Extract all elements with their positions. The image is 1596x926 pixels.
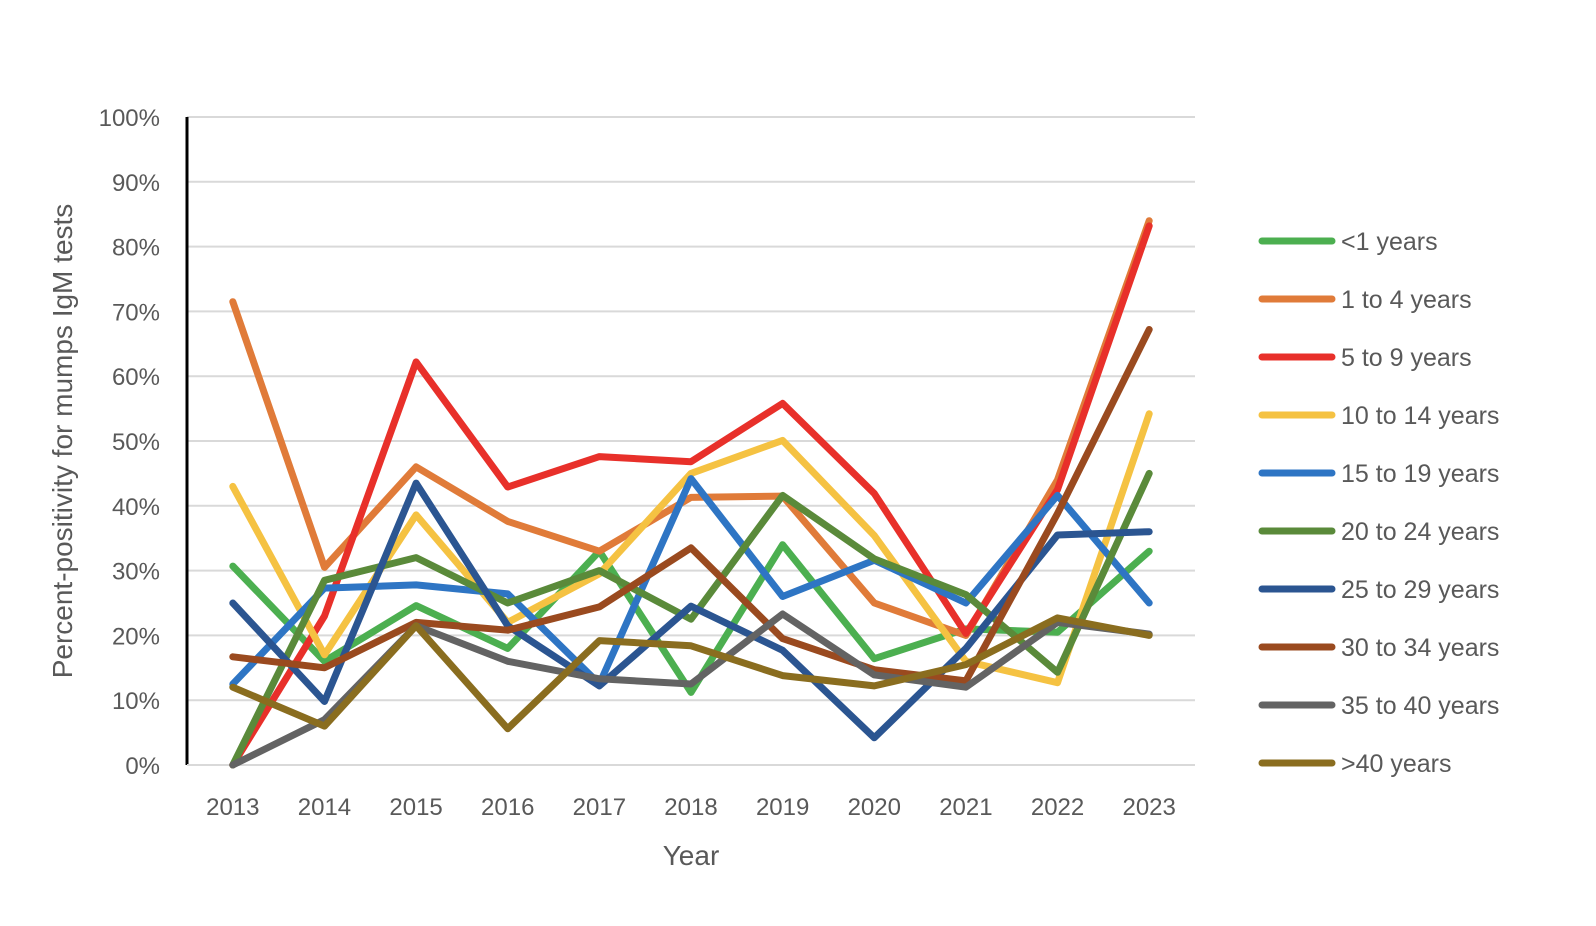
y-tick-label: 60% xyxy=(112,364,160,391)
legend-item: <1 years xyxy=(1258,228,1438,256)
x-tick-label: 2014 xyxy=(298,794,351,821)
legend-item: >40 years xyxy=(1258,750,1452,778)
y-tick-label: 20% xyxy=(112,623,160,650)
y-axis-title: Percent-positivity for mumps IgM tests xyxy=(47,204,78,679)
legend-label: 35 to 40 years xyxy=(1341,692,1499,720)
y-tick-label: 80% xyxy=(112,235,160,262)
legend-item: 35 to 40 years xyxy=(1258,692,1499,720)
legend-label: 5 to 9 years xyxy=(1341,344,1472,372)
legend-item: 10 to 14 years xyxy=(1258,402,1499,430)
y-tick-label: 40% xyxy=(112,494,160,521)
legend-item: 30 to 34 years xyxy=(1258,634,1499,662)
x-tick-label: 2015 xyxy=(389,794,442,821)
legend-item: 15 to 19 years xyxy=(1258,460,1499,488)
legend-label: 30 to 34 years xyxy=(1341,634,1499,662)
x-tick-label: 2017 xyxy=(573,794,626,821)
y-tick-label: 10% xyxy=(112,688,160,715)
legend-item: 1 to 4 years xyxy=(1258,286,1472,314)
series-line xyxy=(229,475,1153,688)
y-tick-label: 70% xyxy=(112,299,160,326)
x-tick-label: 2019 xyxy=(756,794,809,821)
series-line xyxy=(229,479,1153,742)
series-line xyxy=(229,222,1153,769)
x-tick-label: 2018 xyxy=(664,794,717,821)
legend-item: 25 to 29 years xyxy=(1258,576,1499,604)
x-tick-label: 2013 xyxy=(206,794,259,821)
series-line xyxy=(229,326,1153,685)
series-line xyxy=(229,217,1153,639)
y-tick-label: 30% xyxy=(112,559,160,586)
series-lines xyxy=(229,217,1153,769)
x-tick-label: 2022 xyxy=(1031,794,1084,821)
y-tick-label: 90% xyxy=(112,170,160,197)
legend-label: <1 years xyxy=(1341,228,1438,256)
legend-label: 1 to 4 years xyxy=(1341,286,1472,314)
legend-label: 20 to 24 years xyxy=(1341,518,1499,546)
x-tick-labels: 2013 2014 2015 2016 2017 2018 2019 2020 2021 2022… xyxy=(206,794,1176,821)
legend-label: 25 to 29 years xyxy=(1341,576,1499,604)
x-axis-title: Year xyxy=(663,840,720,871)
y-tick-label: 0% xyxy=(125,753,160,780)
series-line xyxy=(229,614,1153,733)
legend-label: >40 years xyxy=(1341,750,1452,778)
y-tick-label: 100% xyxy=(99,105,160,132)
y-tick-labels: 0% 10% 20% 30% 40% 50% 60% 70% 80% 90% 100% xyxy=(99,105,160,780)
legend-label: 15 to 19 years xyxy=(1341,460,1499,488)
x-tick-label: 2016 xyxy=(481,794,534,821)
x-tick-label: 2020 xyxy=(848,794,901,821)
gridlines xyxy=(187,116,1195,702)
legend-label: 10 to 14 years xyxy=(1341,402,1499,430)
legend-item: 5 to 9 years xyxy=(1258,344,1472,372)
x-tick-label: 2023 xyxy=(1122,794,1175,821)
legend-item: 20 to 24 years xyxy=(1258,518,1499,546)
x-tick-label: 2021 xyxy=(939,794,992,821)
y-tick-label: 50% xyxy=(112,429,160,456)
legend: <1 years 1 to 4 years 5 to 9 years 10 to 14… xyxy=(1258,228,1499,778)
